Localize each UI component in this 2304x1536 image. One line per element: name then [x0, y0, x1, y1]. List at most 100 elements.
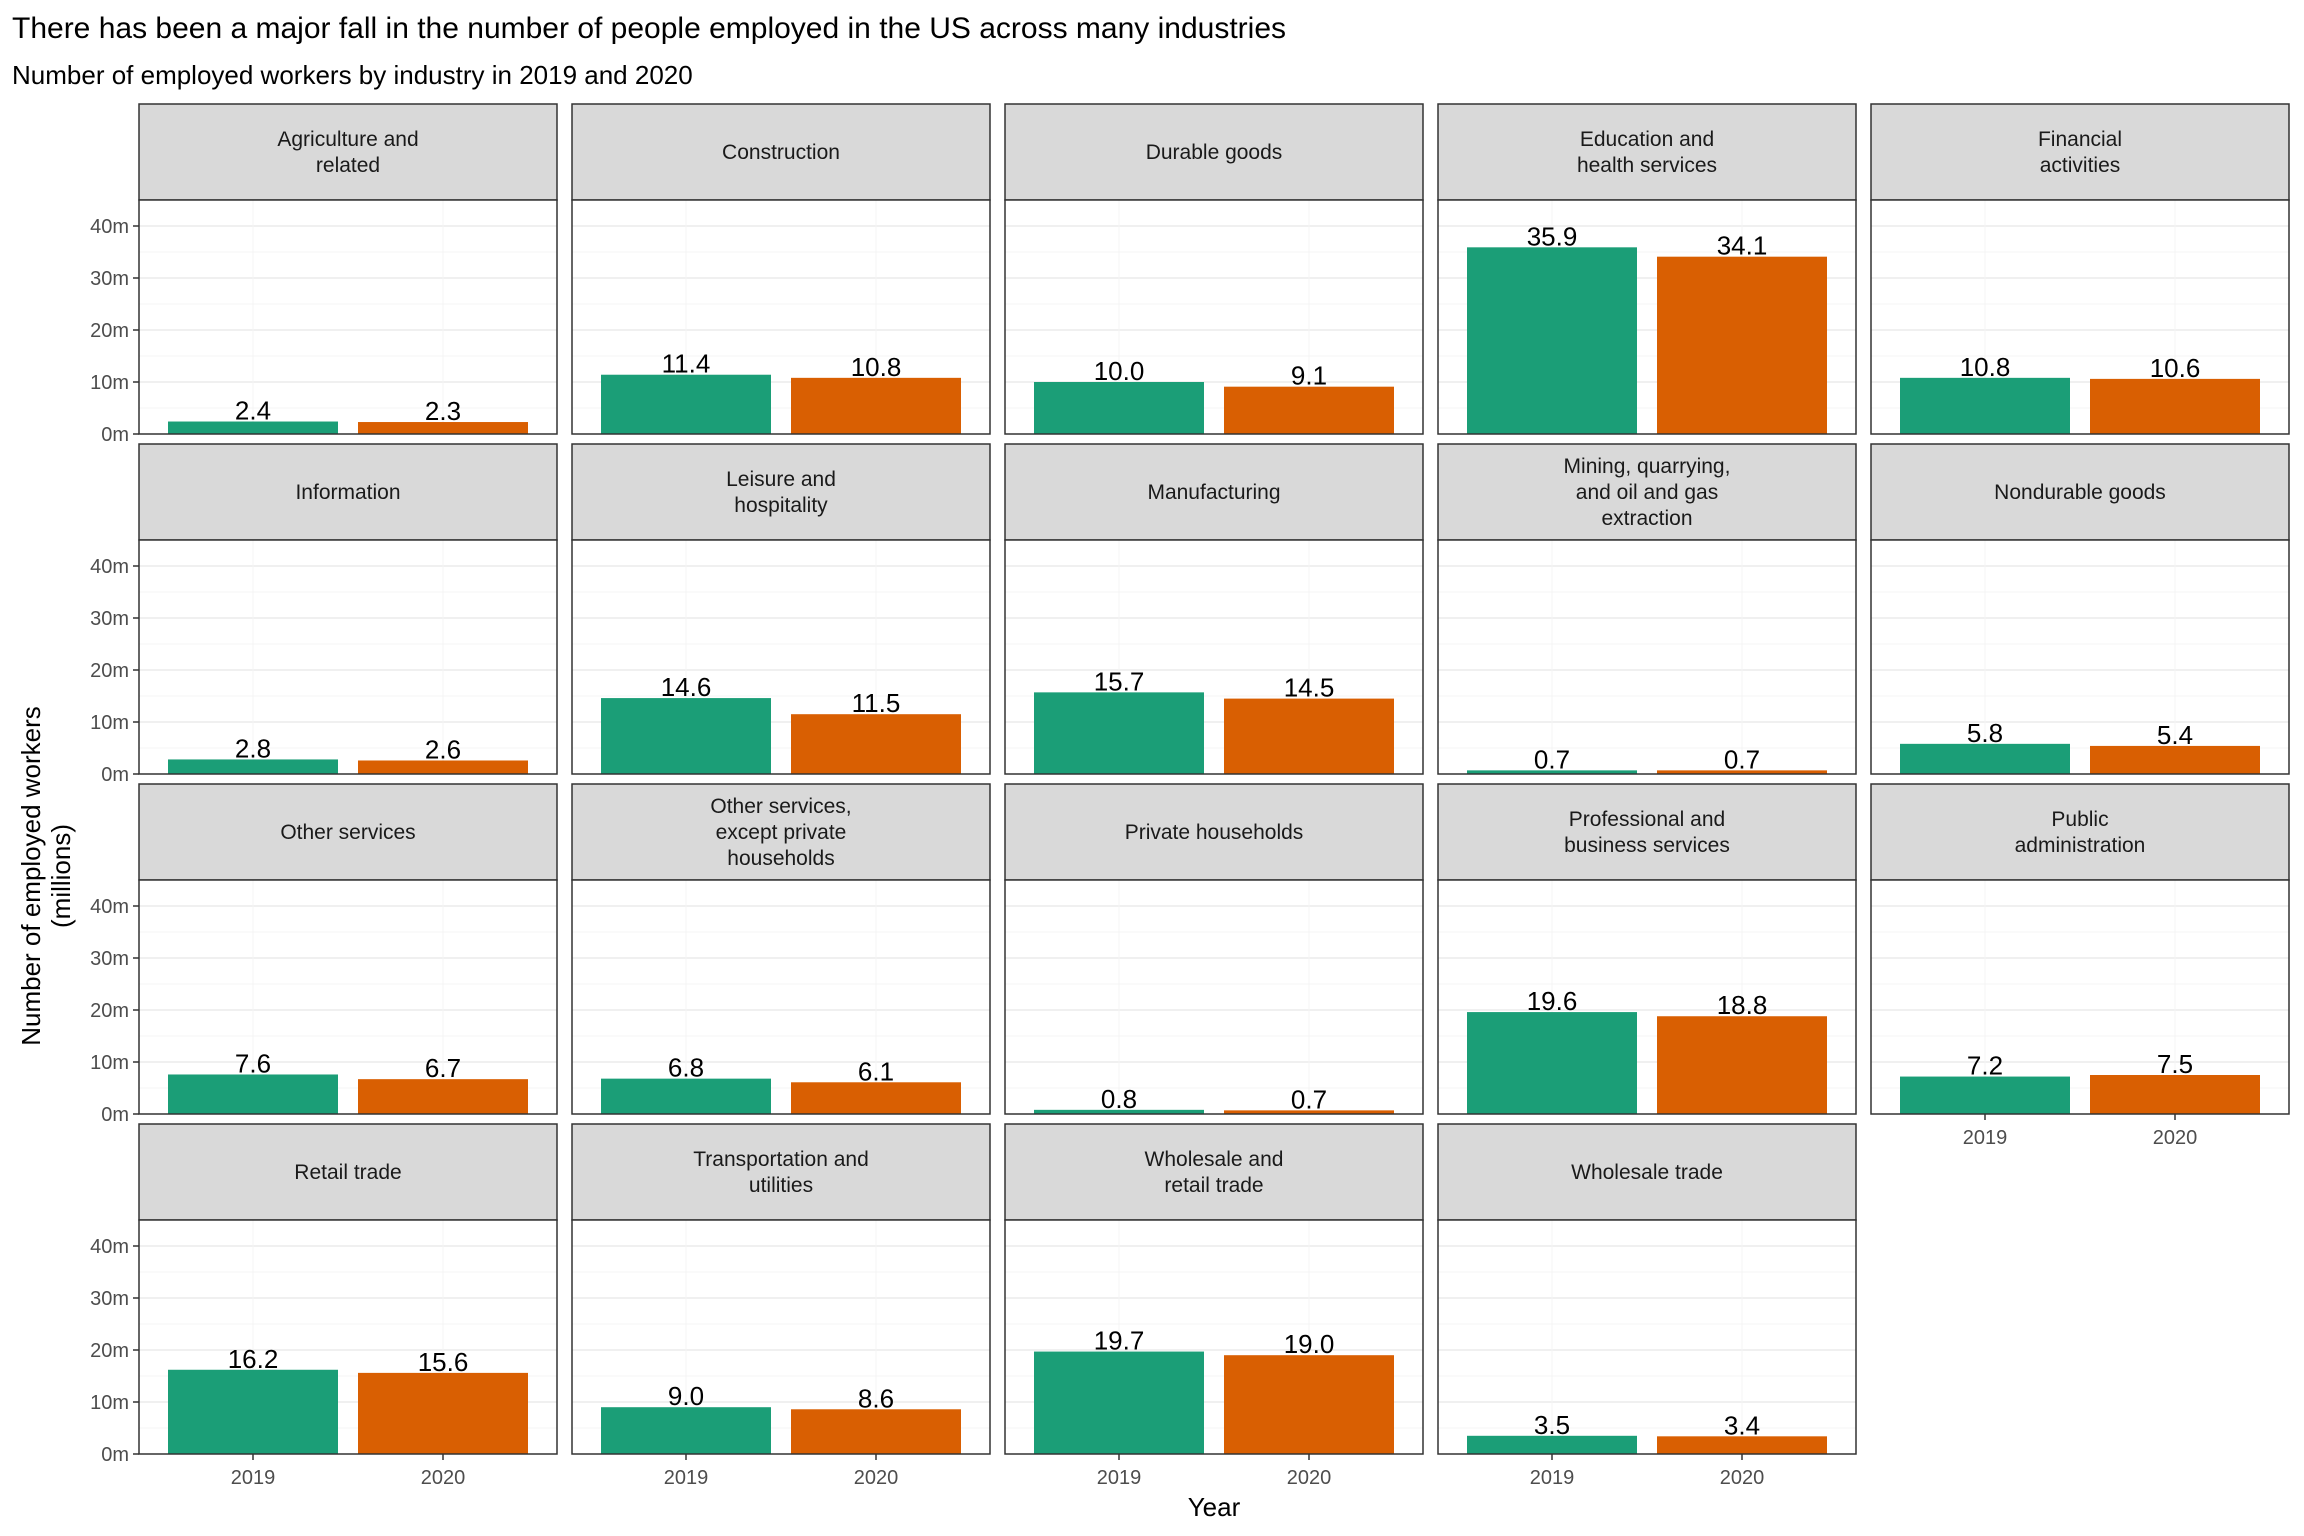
panel-border [1437, 879, 1857, 1115]
bar-2019 [168, 421, 338, 434]
plot-area [1871, 540, 2289, 774]
y-tick-label: 20m [90, 660, 129, 682]
bar-2020 [791, 1409, 961, 1454]
facet-strip-label: Leisure and [726, 468, 836, 491]
x-tick-label: 2019 [1097, 1467, 1142, 1489]
x-tick-label: 2019 [1530, 1467, 1575, 1489]
data-label: 0.7 [1534, 744, 1570, 774]
data-label: 3.5 [1534, 1410, 1570, 1440]
facet-strip [138, 103, 558, 201]
panel-border [1870, 199, 2290, 435]
panel-border [1437, 1219, 1857, 1455]
facet-strip [138, 443, 558, 541]
panel-border [571, 1219, 991, 1455]
facet-strip-label: utilities [749, 1174, 813, 1197]
facet-strip-label: Transportation and [693, 1148, 869, 1171]
data-label: 9.0 [668, 1381, 704, 1411]
bar-2019 [1034, 382, 1204, 434]
facet-strip-label: health services [1577, 154, 1717, 177]
facet-strip-label: Agriculture and [277, 128, 418, 151]
facet-strip-label: Wholesale trade [1571, 1161, 1723, 1184]
bar-2020 [1224, 1110, 1394, 1114]
plot-area [1438, 1220, 1856, 1454]
panel-border [571, 199, 991, 435]
data-label: 35.9 [1527, 221, 1578, 251]
facet-panels: Agriculture and related 2.4 2.3 0m 10m 20m 30m 4… [90, 103, 2290, 1489]
facet-strip [571, 103, 991, 201]
data-label: 0.7 [1291, 1084, 1327, 1114]
panel-border [1004, 879, 1424, 1115]
panel-durable-goods: Durable goods 10.0 9.1 [1004, 103, 1424, 435]
x-tick-label: 2019 [664, 1467, 709, 1489]
data-label: 6.1 [858, 1056, 894, 1086]
y-tick-label: 20m [90, 320, 129, 342]
y-axis-title-line: (millions) [46, 824, 76, 928]
facet-strip [1870, 783, 2290, 881]
data-label: 15.7 [1094, 666, 1145, 696]
data-label: 18.8 [1717, 990, 1768, 1020]
panel-wholesale-trade: Wholesale trade 3.5 3.4 2019 2020 [1437, 1123, 1857, 1489]
y-axis-title-line: Number of employed workers [16, 706, 46, 1046]
data-label: 9.1 [1291, 361, 1327, 391]
panel-border [1437, 199, 1857, 435]
panel-wholesale-and-retail-trade: Wholesale and retail trade 19.7 19.0 2019 202… [1004, 1123, 1424, 1489]
data-label: 34.1 [1717, 231, 1768, 261]
bar-2019 [1034, 1109, 1204, 1114]
bar-2020 [1224, 386, 1394, 434]
y-tick-label: 40m [90, 556, 129, 578]
facet-strip-label: Other services [280, 821, 415, 844]
x-tick-label: 2019 [1963, 1127, 2008, 1149]
facet-strip [1437, 443, 1857, 541]
bar-2019 [601, 698, 771, 774]
data-label: 10.6 [2150, 353, 2201, 383]
panel-border [138, 539, 558, 775]
bar-2020 [358, 1079, 528, 1114]
plot-area [572, 880, 990, 1114]
facet-strip-label: Durable goods [1146, 141, 1283, 164]
data-label: 5.4 [2157, 720, 2193, 750]
panel-nondurable-goods: Nondurable goods 5.8 5.4 [1870, 443, 2290, 775]
panel-retail-trade: Retail trade 16.2 15.6 0m 10m 20m 30m 40m 2019 20… [90, 1123, 558, 1489]
bar-2020 [1657, 1016, 1827, 1114]
facet-strip [1004, 1123, 1424, 1221]
y-tick-label: 40m [90, 1236, 129, 1258]
x-tick-label: 2019 [231, 1467, 276, 1489]
data-label: 11.4 [662, 349, 711, 379]
bar-2019 [168, 759, 338, 774]
facet-strip [1870, 443, 2290, 541]
facet-strip [138, 1123, 558, 1221]
data-label: 10.8 [1960, 352, 2011, 382]
panel-other-services: Other services 7.6 6.7 0m 10m 20m 30m 40m [90, 783, 558, 1126]
panel-construction: Construction 11.4 10.8 [571, 103, 991, 435]
y-tick-label: 10m [90, 372, 129, 394]
bar-2019 [168, 1369, 338, 1454]
facet-strip-label: Wholesale and [1145, 1148, 1284, 1171]
panel-other-services-except-private-households: Other services, except private households 6… [571, 783, 991, 1115]
x-tick-label: 2020 [2153, 1127, 2198, 1149]
bar-2019 [601, 374, 771, 434]
x-tick-label: 2020 [854, 1467, 899, 1489]
data-label: 2.8 [235, 733, 271, 763]
panel-leisure-and-hospitality: Leisure and hospitality 14.6 11.5 [571, 443, 991, 775]
chart-title: There has been a major fall in the numbe… [12, 12, 1286, 45]
plot-area [1005, 880, 1423, 1114]
panel-border [138, 879, 558, 1115]
facet-strip-label: Retail trade [294, 1161, 401, 1184]
panel-border [1437, 539, 1857, 775]
facet-strip [1004, 103, 1424, 201]
y-tick-label: 40m [90, 896, 129, 918]
bar-2019 [1034, 1351, 1204, 1454]
facet-strip-label: Nondurable goods [1994, 481, 2166, 504]
data-label: 7.6 [235, 1048, 271, 1078]
y-tick-label: 0m [101, 764, 129, 786]
plot-area [139, 200, 557, 434]
panel-border [1004, 199, 1424, 435]
facet-strip-label: Education and [1580, 128, 1714, 151]
bar-2019 [1034, 692, 1204, 774]
data-label: 16.2 [228, 1344, 279, 1374]
facet-strip-label: administration [2015, 834, 2146, 857]
panel-border [571, 539, 991, 775]
facet-strip [1004, 443, 1424, 541]
data-label: 10.8 [851, 352, 902, 382]
